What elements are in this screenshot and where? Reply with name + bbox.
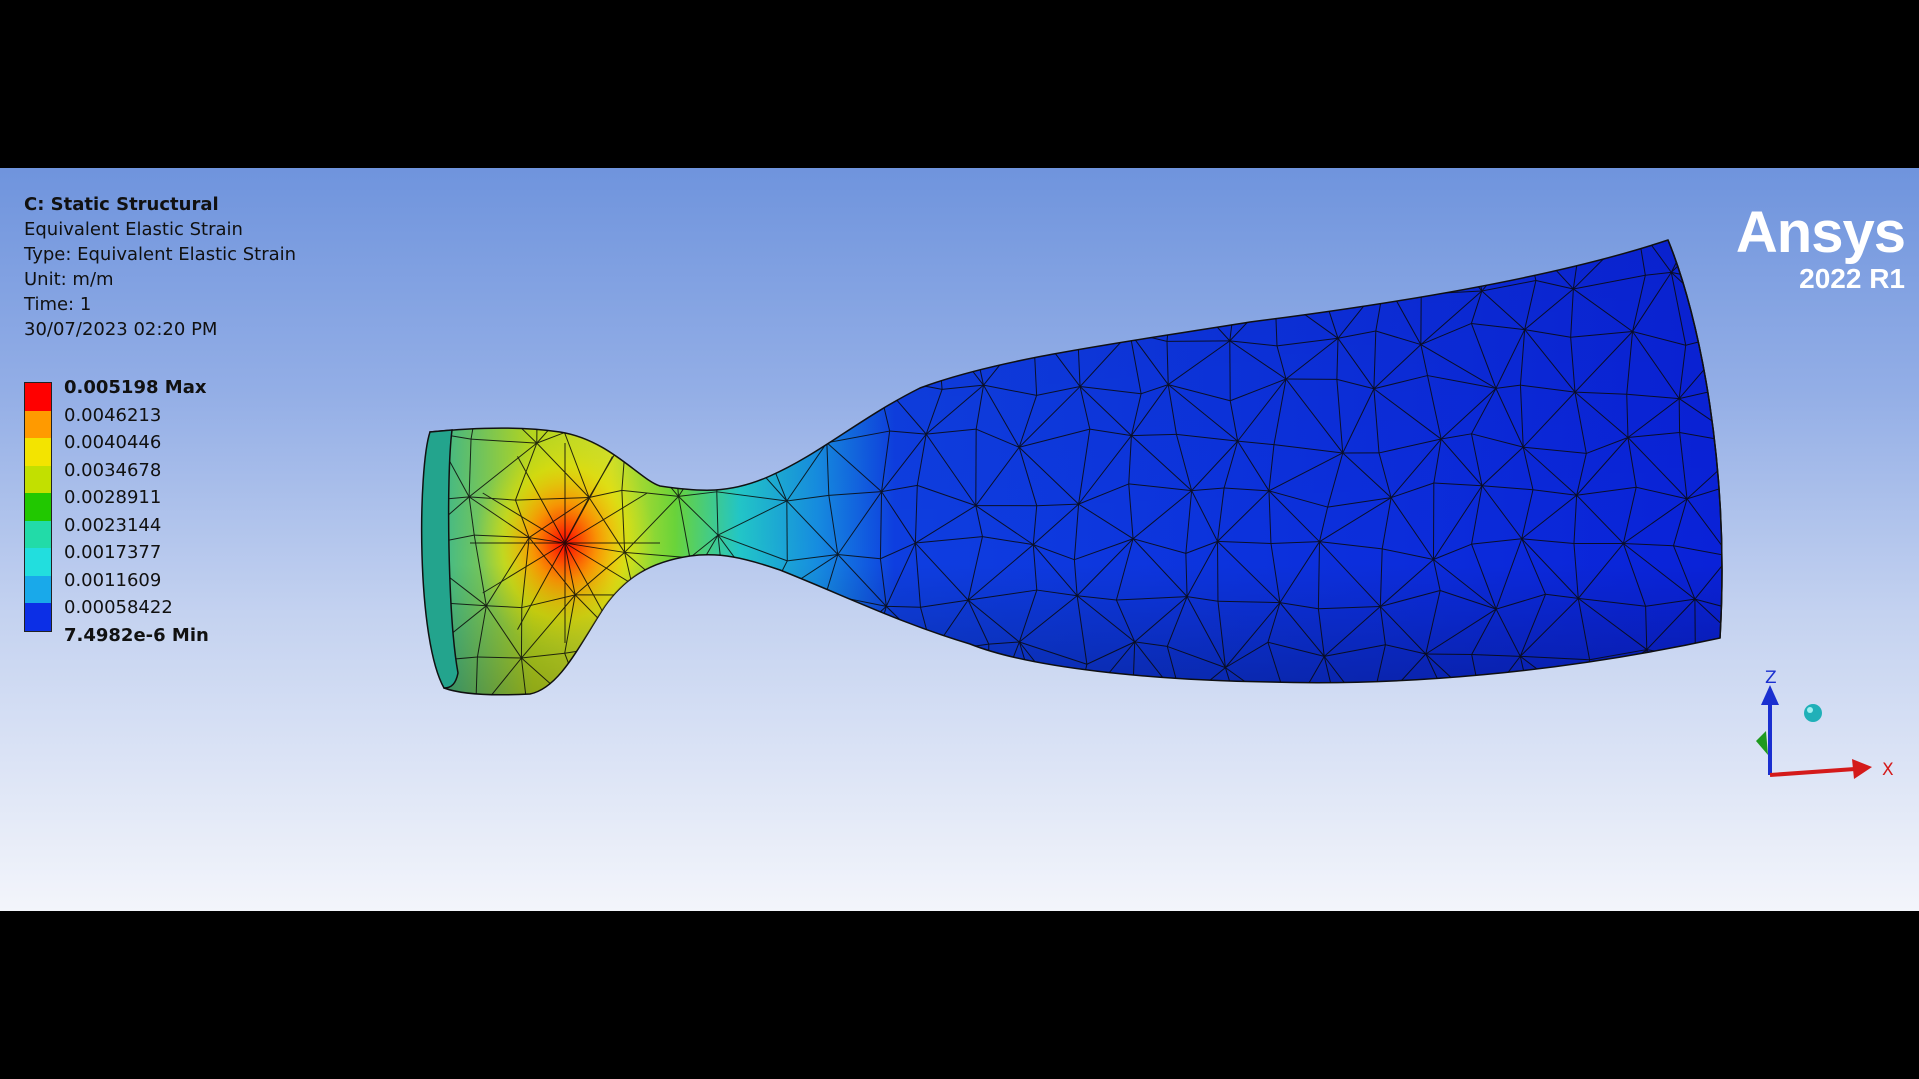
- legend-color-segment: [25, 548, 51, 576]
- z-axis-label: Z: [1765, 668, 1777, 688]
- legend-color-bar: [24, 382, 52, 632]
- legend-label: 0.0028911: [64, 487, 162, 508]
- result-date: 30/07/2023 02:20 PM: [24, 319, 218, 340]
- legend-label: 0.0017377: [64, 542, 162, 563]
- result-info-panel: C: Static Structural Equivalent Elastic …: [24, 192, 296, 342]
- letterbox-bottom: [0, 911, 1919, 1079]
- iso-view-ball-icon[interactable]: [1804, 704, 1822, 722]
- legend-color-segment: [25, 493, 51, 521]
- legend-label: 0.0046213: [64, 404, 162, 426]
- legend-labels: 0.005198 Max 0.0046213 0.0040446 0.00346…: [64, 374, 209, 649]
- inlet-face: [420, 429, 459, 689]
- result-time: Time: 1: [24, 294, 92, 315]
- legend-color-segment: [25, 520, 51, 548]
- z-axis-arrow-icon: [1761, 685, 1779, 705]
- legend-color-segment: [25, 410, 51, 438]
- legend-max-label: 0.005198 Max: [64, 377, 207, 398]
- y-axis-arrow-icon: [1756, 731, 1768, 755]
- legend-label: 0.0034678: [64, 459, 162, 481]
- x-axis-icon: [1769, 767, 1856, 777]
- legend-label: 0.0011609: [64, 569, 162, 591]
- axis-triad[interactable]: Z X: [1740, 663, 1900, 793]
- legend-color-segment: [25, 603, 51, 631]
- result-type: Type: Equivalent Elastic Strain: [24, 244, 297, 265]
- brand-version: 2022 R1: [1799, 263, 1905, 294]
- letterbox-top: [0, 0, 1919, 168]
- brand-name: Ansys: [1735, 200, 1906, 265]
- legend-color-segment: [25, 575, 51, 603]
- legend-label: 0.00058422: [64, 597, 173, 618]
- graphics-viewport[interactable]: C: Static Structural Equivalent Elastic …: [0, 168, 1919, 911]
- legend-min-label: 7.4982e-6 Min: [64, 624, 209, 646]
- legend-color-segment: [25, 438, 51, 466]
- x-axis-label: X: [1882, 760, 1894, 780]
- nozzle-model[interactable]: [0, 168, 1919, 911]
- legend-label: 0.0040446: [64, 432, 162, 453]
- result-name: Equivalent Elastic Strain: [24, 219, 243, 240]
- ansys-logo: Ansys 2022 R1: [1735, 200, 1906, 296]
- analysis-title: C: Static Structural: [24, 194, 219, 215]
- x-axis-arrow-icon: [1852, 759, 1872, 779]
- legend-color-segment: [25, 383, 51, 411]
- legend-color-segment: [25, 465, 51, 493]
- legend-label: 0.0023144: [64, 514, 162, 536]
- result-unit: Unit: m/m: [24, 269, 114, 290]
